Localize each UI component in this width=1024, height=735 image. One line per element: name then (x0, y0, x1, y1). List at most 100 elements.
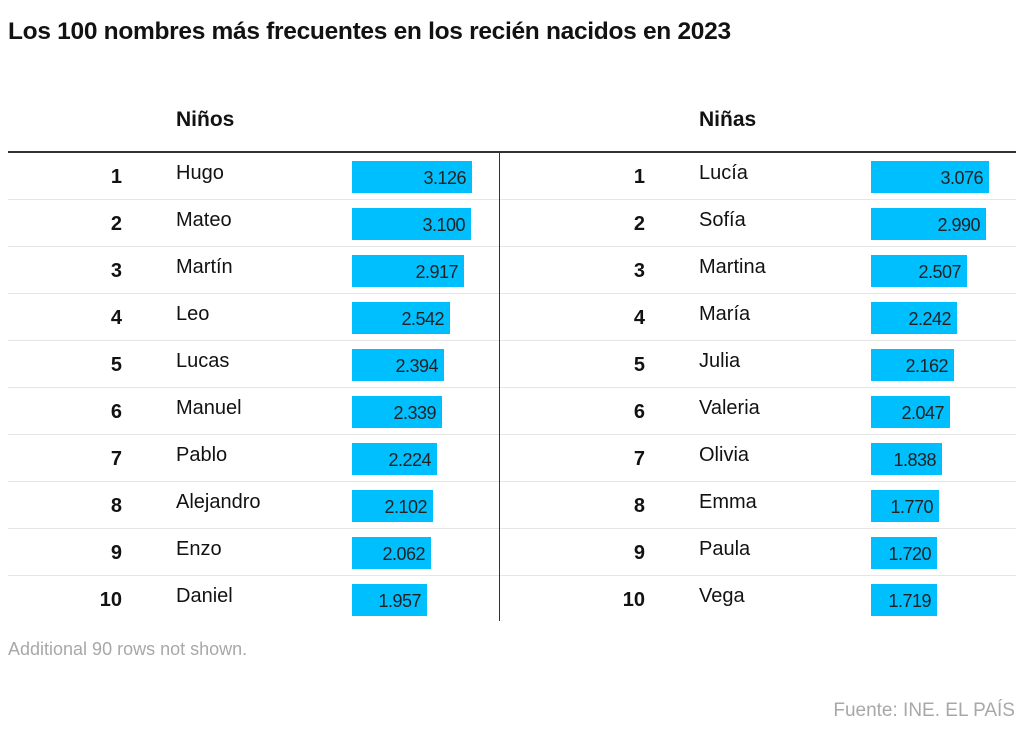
table-row: 9 Paula 1.720 (500, 529, 1016, 576)
baby-name: Daniel (176, 585, 233, 607)
baby-name: Lucas (176, 350, 230, 372)
count-label: 2.162 (905, 356, 948, 376)
count-label: 2.507 (918, 262, 961, 282)
count-bar: 1.957 (352, 584, 427, 616)
count-label: 2.917 (415, 262, 458, 282)
count-bar: 2.394 (352, 349, 444, 381)
table-row: 10 Vega 1.719 (500, 576, 1016, 622)
count-bar: 1.838 (871, 443, 942, 475)
rank-number: 6 (110, 401, 122, 423)
count-bar: 1.719 (871, 584, 937, 616)
baby-name: Valeria (699, 397, 760, 419)
table-row: 10 Daniel 1.957 (8, 576, 499, 622)
count-label: 2.990 (937, 215, 980, 235)
count-bar: 2.242 (871, 302, 957, 334)
table-row: 3 Martín 2.917 (8, 247, 499, 294)
table-row: 7 Olivia 1.838 (500, 435, 1016, 482)
rank-number: 3 (633, 260, 645, 282)
rank-number: 8 (633, 495, 645, 517)
count-label: 1.838 (893, 450, 936, 470)
baby-name: Emma (699, 491, 757, 513)
count-label: 1.957 (378, 591, 421, 611)
source-credit: Fuente: INE. EL PAÍS (833, 700, 1015, 721)
count-bar: 2.224 (352, 443, 437, 475)
count-bar: 3.076 (871, 161, 989, 193)
baby-name: Paula (699, 538, 751, 560)
rank-number: 9 (110, 542, 122, 564)
table-row: 6 Valeria 2.047 (500, 388, 1016, 435)
rank-number: 7 (110, 448, 122, 470)
count-label: 1.719 (888, 591, 931, 611)
rank-number: 2 (633, 213, 645, 235)
rank-number: 1 (110, 166, 122, 188)
table-row: 7 Pablo 2.224 (8, 435, 499, 482)
baby-name: Martina (699, 256, 766, 278)
rank-number: 2 (110, 213, 122, 235)
header-rule (8, 151, 1016, 153)
count-bar: 2.990 (871, 208, 986, 240)
rank-number: 5 (633, 354, 645, 376)
count-bar: 3.126 (352, 161, 472, 193)
table-row: 2 Mateo 3.100 (8, 200, 499, 247)
table-row: 6 Manuel 2.339 (8, 388, 499, 435)
baby-name: Martín (176, 256, 233, 278)
baby-name: Manuel (176, 397, 242, 419)
baby-name: Julia (699, 350, 741, 372)
rank-number: 5 (110, 354, 122, 376)
count-bar: 3.100 (352, 208, 471, 240)
baby-name: Vega (699, 585, 745, 607)
table-row: 4 Leo 2.542 (8, 294, 499, 341)
count-label: 1.720 (888, 544, 931, 564)
column-divider (499, 153, 500, 621)
rank-number: 7 (633, 448, 645, 470)
count-label: 2.102 (384, 497, 427, 517)
count-label: 2.394 (395, 356, 438, 376)
baby-name: Sofía (699, 209, 746, 231)
table-row: 1 Lucía 3.076 (500, 153, 1016, 200)
count-label: 1.770 (890, 497, 933, 517)
rank-number: 3 (110, 260, 122, 282)
rank-number: 6 (633, 401, 645, 423)
table-row: 2 Sofía 2.990 (500, 200, 1016, 247)
count-bar: 2.102 (352, 490, 433, 522)
rank-number: 4 (633, 307, 645, 329)
baby-name: Mateo (176, 209, 232, 231)
count-label: 2.224 (388, 450, 431, 470)
count-label: 2.242 (908, 309, 951, 329)
table-row: 1 Hugo 3.126 (8, 153, 499, 200)
baby-name: Lucía (699, 162, 748, 184)
rank-number: 4 (110, 307, 122, 329)
table-row: 3 Martina 2.507 (500, 247, 1016, 294)
rank-number: 10 (622, 589, 645, 611)
table-row: 8 Emma 1.770 (500, 482, 1016, 529)
count-bar: 2.507 (871, 255, 967, 287)
rank-number: 1 (633, 166, 645, 188)
baby-name: Alejandro (176, 491, 261, 513)
count-label: 2.062 (382, 544, 425, 564)
rank-number: 10 (99, 589, 122, 611)
rank-number: 9 (633, 542, 645, 564)
baby-name: Pablo (176, 444, 228, 466)
column-header-boys: Niños (176, 108, 235, 131)
count-bar: 2.062 (352, 537, 431, 569)
count-bar: 1.720 (871, 537, 937, 569)
boys-table: 1 Hugo 3.126 2 Mateo 3.100 3 Martín 2.917 4 Leo 2.5… (8, 153, 499, 622)
column-header-girls: Niñas (699, 108, 757, 131)
table-row: 9 Enzo 2.062 (8, 529, 499, 576)
table-row: 5 Lucas 2.394 (8, 341, 499, 388)
count-label: 3.100 (422, 215, 465, 235)
count-bar: 1.770 (871, 490, 939, 522)
rows-hidden-note: Additional 90 rows not shown. (8, 639, 248, 659)
table-row: 5 Julia 2.162 (500, 341, 1016, 388)
girls-table: 1 Lucía 3.076 2 Sofía 2.990 3 Martina 2.507 4 Marí… (500, 153, 1016, 622)
count-label: 2.047 (901, 403, 944, 423)
count-label: 3.076 (940, 168, 983, 188)
count-bar: 2.047 (871, 396, 950, 428)
count-bar: 2.917 (352, 255, 464, 287)
baby-name: Enzo (176, 538, 222, 560)
chart-title: Los 100 nombres más frecuentes en los re… (8, 18, 731, 45)
baby-name: María (699, 303, 751, 325)
count-bar: 2.339 (352, 396, 442, 428)
rank-number: 8 (110, 495, 122, 517)
table-row: 8 Alejandro 2.102 (8, 482, 499, 529)
